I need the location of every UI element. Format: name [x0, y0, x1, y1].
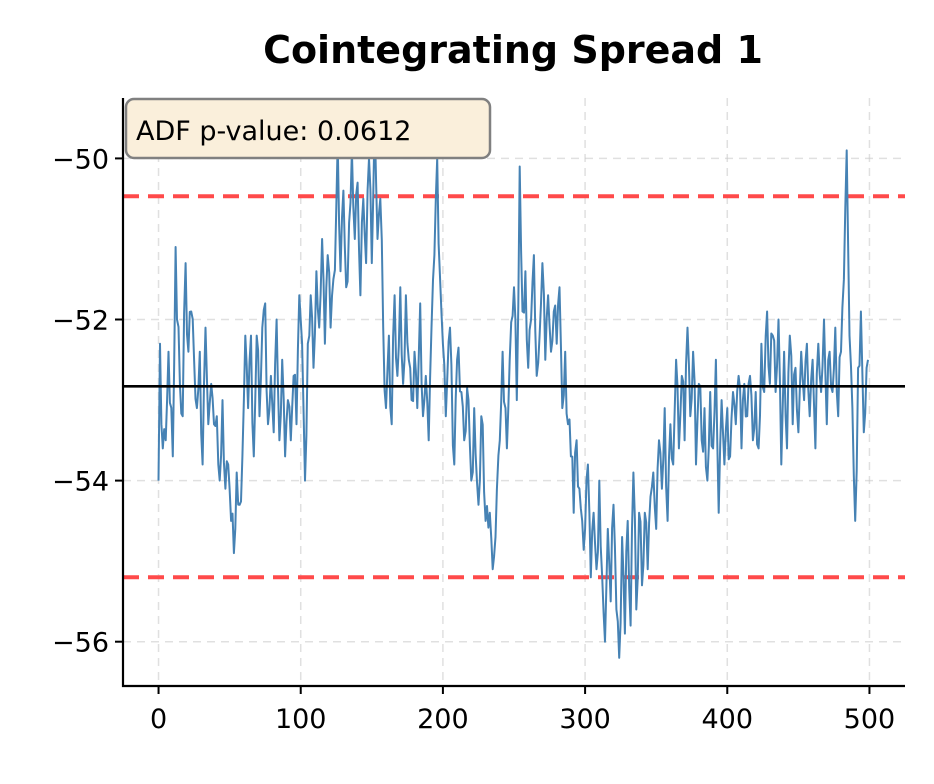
y-tick-label-1: −52: [52, 306, 109, 337]
y-axis-ticks: −50 −52 −54 −56: [52, 144, 123, 659]
spread-series-line: [157, 117, 869, 659]
x-tick-label-100: 100: [275, 704, 327, 735]
x-axis-ticks: 0 100 200 300 400 500: [150, 686, 895, 735]
x-tick-label-400: 400: [701, 704, 753, 735]
adf-annotation: ADF p-value: 0.0612: [124, 97, 492, 160]
y-tick-label-2: −54: [52, 467, 109, 498]
axis-spines: [121, 98, 905, 688]
annotation-text: ADF p-value: 0.0612: [136, 116, 411, 147]
chart-title: Cointegrating Spread 1: [263, 28, 763, 72]
x-tick-label-500: 500: [844, 704, 896, 735]
axes: [121, 98, 905, 688]
y-tick-label-0: −50: [52, 144, 109, 175]
x-tick-label-300: 300: [559, 704, 611, 735]
y-tick-label-3: −56: [52, 628, 109, 659]
annotation-box: [124, 97, 492, 160]
x-tick-label-200: 200: [417, 704, 469, 735]
threshold-lines: [123, 194, 905, 580]
x-tick-label-0: 0: [150, 704, 167, 735]
